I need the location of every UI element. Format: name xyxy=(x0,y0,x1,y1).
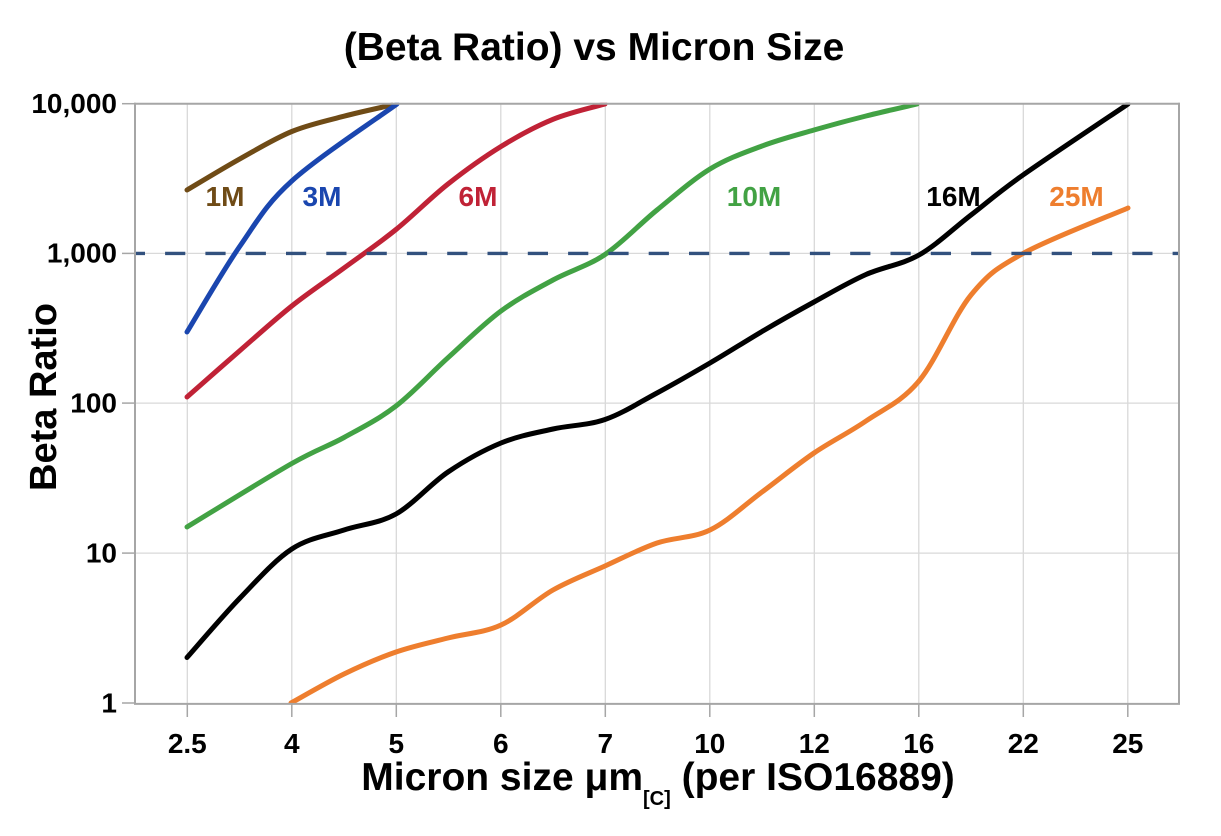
svg-text:10: 10 xyxy=(86,537,117,568)
svg-text:22: 22 xyxy=(1008,728,1039,759)
svg-text:25: 25 xyxy=(1112,728,1143,759)
svg-text:7: 7 xyxy=(598,728,614,759)
svg-text:10: 10 xyxy=(694,728,725,759)
svg-text:12: 12 xyxy=(799,728,830,759)
svg-text:100: 100 xyxy=(70,387,117,418)
svg-text:10,000: 10,000 xyxy=(31,88,117,119)
svg-text:16M: 16M xyxy=(926,181,980,212)
svg-text:Beta Ratio: Beta Ratio xyxy=(23,303,65,491)
svg-text:6M: 6M xyxy=(459,181,498,212)
svg-text:25M: 25M xyxy=(1049,181,1103,212)
svg-text:(Beta Ratio) vs Micron Size: (Beta Ratio) vs Micron Size xyxy=(344,26,845,69)
svg-text:1M: 1M xyxy=(206,181,245,212)
svg-text:1,000: 1,000 xyxy=(47,238,117,269)
svg-text:2.5: 2.5 xyxy=(168,728,207,759)
svg-text:16: 16 xyxy=(903,728,934,759)
svg-text:1: 1 xyxy=(101,687,117,718)
svg-text:6: 6 xyxy=(493,728,509,759)
svg-text:5: 5 xyxy=(389,728,405,759)
svg-text:3M: 3M xyxy=(303,181,342,212)
svg-text:4: 4 xyxy=(284,728,300,759)
svg-text:10M: 10M xyxy=(727,181,781,212)
